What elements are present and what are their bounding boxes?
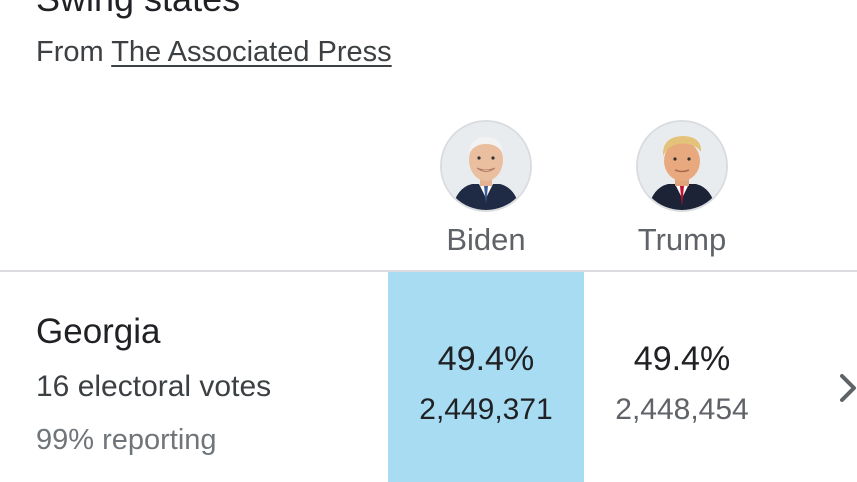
chevron-right-icon[interactable] — [836, 370, 857, 406]
header-divider — [0, 270, 857, 272]
reporting-status: 99% reporting — [36, 424, 217, 456]
result-votes-trump: 2,448,454 — [615, 393, 749, 426]
result-cell-biden: 49.4% 2,449,371 — [388, 272, 584, 482]
result-votes-biden: 2,449,371 — [419, 393, 553, 426]
candidate-header-trump: Trump — [584, 120, 780, 258]
source-link[interactable]: The Associated Press — [111, 36, 392, 68]
source-line: From The Associated Press — [36, 36, 392, 69]
result-percent-trump: 49.4% — [633, 340, 731, 378]
electoral-votes: 16 electoral votes — [36, 370, 272, 403]
table-row[interactable]: Georgia 16 electoral votes 99% reporting… — [0, 272, 857, 482]
candidate-header-biden: Biden — [388, 120, 584, 258]
candidate-name-trump: Trump — [637, 222, 727, 257]
source-prefix: From — [36, 36, 112, 68]
portrait-biden-icon — [442, 122, 530, 210]
section-title: Swing states — [36, 0, 240, 20]
result-cell-trump: 49.4% 2,448,454 — [584, 272, 780, 482]
portrait-trump-icon — [638, 122, 726, 210]
state-name: Georgia — [36, 312, 161, 351]
result-percent-biden: 49.4% — [437, 340, 535, 378]
avatar-biden — [440, 120, 532, 212]
candidate-name-biden: Biden — [446, 222, 526, 257]
avatar-trump — [636, 120, 728, 212]
